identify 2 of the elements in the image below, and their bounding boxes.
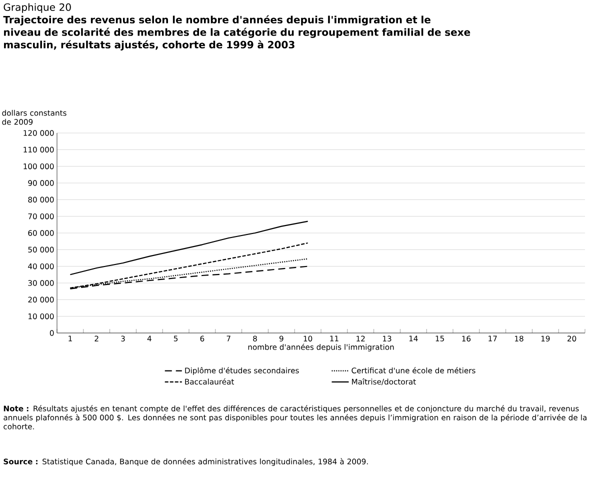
chart-subtitle: Trajectoire des revenus selon le nombre d'années depuis l'immigration et le niveau de scolarité des membres de la catégorie du regroupement familial de sexe masculin, résultats ajustés, cohorte de 1999 à 2003 bbox=[3, 15, 470, 50]
chart-title: Graphique 20 bbox=[4, 3, 71, 13]
